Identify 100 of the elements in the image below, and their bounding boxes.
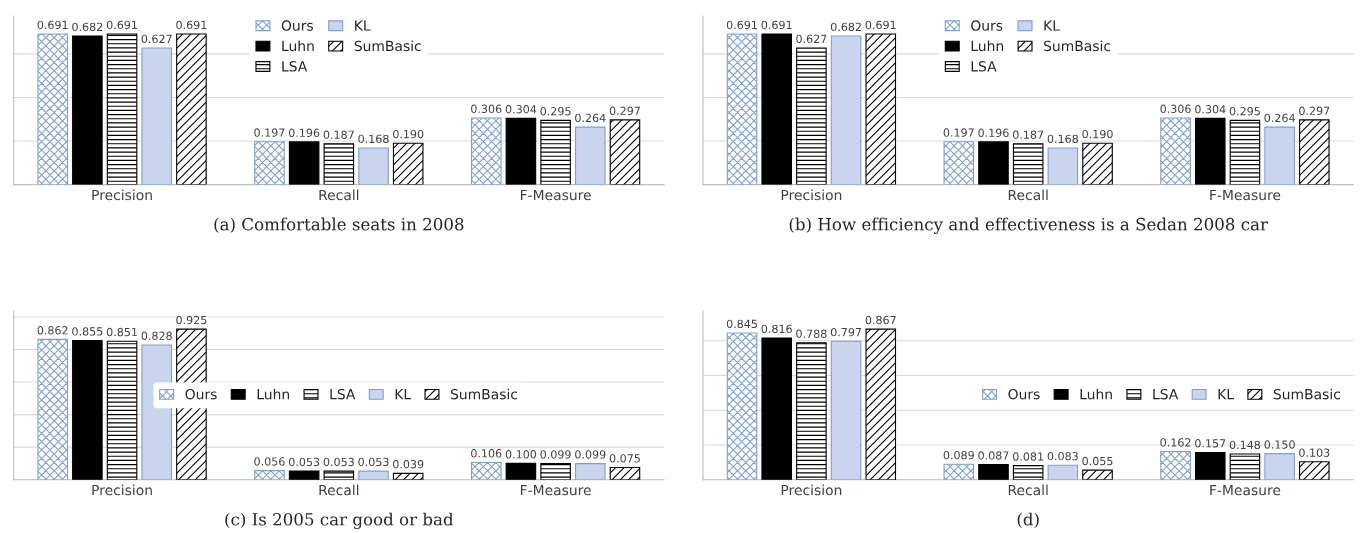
data-label: 0.845 xyxy=(726,319,757,329)
data-label: 0.148 xyxy=(1229,440,1261,450)
bar xyxy=(176,33,207,185)
legend-label: SumBasic xyxy=(354,40,421,52)
data-label: 0.190 xyxy=(1082,129,1113,139)
x-tick-label: F-Measure xyxy=(1210,189,1281,201)
data-label: 0.691 xyxy=(106,20,137,30)
bar xyxy=(761,337,793,480)
data-label: 0.867 xyxy=(865,315,896,325)
legend-label: Luhn xyxy=(282,40,314,52)
bar xyxy=(1229,119,1261,185)
data-label: 0.089 xyxy=(943,450,974,460)
bar xyxy=(540,463,571,480)
bar xyxy=(106,340,138,480)
x-tick-label: F-Measure xyxy=(520,484,591,496)
legend-label: SumBasic xyxy=(450,388,518,400)
bar xyxy=(943,463,975,480)
legend-label: Ours xyxy=(281,20,313,31)
data-label: 0.816 xyxy=(761,324,792,334)
bar xyxy=(796,342,827,480)
bar xyxy=(1264,453,1295,480)
data-label: 0.297 xyxy=(609,106,640,115)
data-label: 0.682 xyxy=(830,22,861,32)
data-label: 0.925 xyxy=(176,315,207,325)
legend-label: Luhn xyxy=(257,388,290,400)
data-label: 0.264 xyxy=(1264,113,1295,123)
data-label: 0.168 xyxy=(1047,134,1078,144)
bar xyxy=(254,141,285,185)
data-label: 0.851 xyxy=(106,327,137,337)
bar xyxy=(37,338,68,480)
data-label: 0.691 xyxy=(865,20,896,30)
bar xyxy=(1160,117,1191,185)
x-tick-label: Recall xyxy=(1008,189,1048,201)
bar xyxy=(761,33,793,185)
bar xyxy=(1299,119,1330,185)
bar xyxy=(1012,465,1044,480)
bar xyxy=(1299,461,1330,480)
bar xyxy=(540,119,571,185)
data-label: 0.075 xyxy=(609,454,640,463)
bar xyxy=(609,119,641,185)
data-label: 0.055 xyxy=(1082,456,1113,466)
legend-label: Luhn xyxy=(971,40,1004,52)
legend-label: LSA xyxy=(282,61,308,72)
data-label: 0.187 xyxy=(1013,130,1044,139)
bar xyxy=(72,339,103,480)
bar xyxy=(726,33,758,185)
data-label: 0.797 xyxy=(830,327,862,337)
bar xyxy=(574,126,606,185)
data-label: 0.187 xyxy=(323,130,354,139)
x-tick-label: F-Measure xyxy=(520,189,591,201)
data-label: 0.099 xyxy=(575,450,606,459)
data-label: 0.103 xyxy=(1299,448,1330,457)
bar xyxy=(470,461,502,480)
legend-label: KL xyxy=(395,389,412,400)
text: (d) xyxy=(1017,512,1039,528)
bar xyxy=(1160,451,1191,480)
data-label: 0.627 xyxy=(796,34,827,44)
bar xyxy=(574,463,606,480)
legend-label: Luhn xyxy=(1080,388,1112,400)
bar xyxy=(106,33,138,185)
legend-label: Ours xyxy=(185,388,217,400)
data-label: 0.162 xyxy=(1160,438,1191,447)
data-label: 0.264 xyxy=(575,113,606,123)
data-label: 0.297 xyxy=(1299,106,1330,115)
bar xyxy=(830,340,862,480)
data-label: 0.100 xyxy=(505,450,537,459)
bar xyxy=(978,141,1009,185)
data-label: 0.304 xyxy=(505,105,537,114)
legend-label: LSA xyxy=(330,388,356,400)
legend-label: SumBasic xyxy=(1044,40,1111,52)
data-label: 0.306 xyxy=(471,104,502,114)
bar xyxy=(1194,451,1226,480)
bar xyxy=(1047,464,1079,480)
legend-label: KL xyxy=(1218,389,1234,400)
data-label: 0.295 xyxy=(1229,107,1260,116)
x-tick-label: Precision xyxy=(781,484,842,496)
data-label: 0.691 xyxy=(761,20,792,30)
bar xyxy=(943,141,975,185)
legend-label: KL xyxy=(355,20,371,31)
data-label: 0.168 xyxy=(358,134,389,144)
legend-label: LSA xyxy=(971,61,997,72)
data-label: 0.087 xyxy=(978,451,1009,460)
x-tick-label: Precision xyxy=(781,189,842,201)
bar xyxy=(288,141,320,185)
data-label: 0.627 xyxy=(141,34,172,44)
data-label: 0.053 xyxy=(288,457,320,467)
bar xyxy=(1194,117,1226,185)
data-label: 0.855 xyxy=(72,327,103,336)
bar xyxy=(865,33,897,185)
bar xyxy=(726,332,758,480)
data-label: 0.106 xyxy=(471,449,502,458)
text: (a) Comfortable seats in 2008 xyxy=(214,217,464,233)
data-label: 0.150 xyxy=(1264,440,1295,449)
bar xyxy=(1229,453,1261,480)
legend-label: Ours xyxy=(971,20,1003,31)
bar xyxy=(505,117,537,185)
bar xyxy=(358,147,389,185)
data-label: 0.190 xyxy=(393,129,424,139)
bar xyxy=(830,35,862,185)
data-label: 0.056 xyxy=(254,457,285,466)
